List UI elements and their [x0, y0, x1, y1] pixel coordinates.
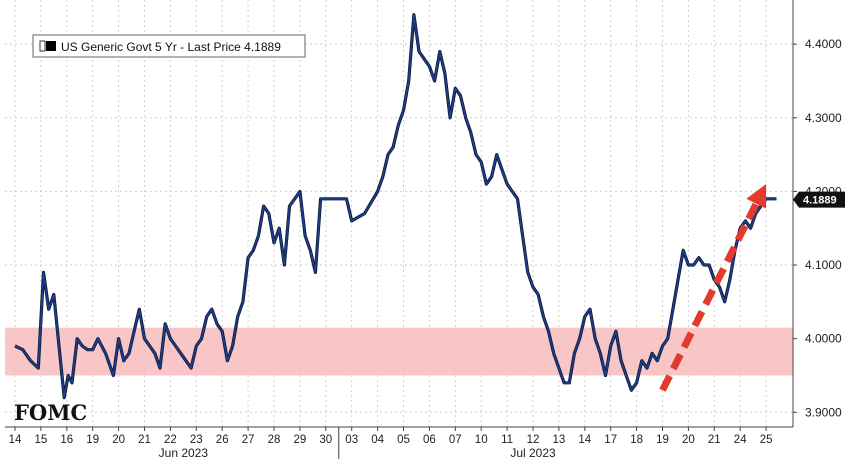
series-line: [14, 13, 777, 399]
x-tick-label: 27: [242, 434, 255, 446]
x-tick-label: 14: [9, 434, 22, 446]
x-tick-label: 21: [708, 434, 721, 446]
x-tick-label: 28: [268, 434, 281, 446]
trend-arrow-head: [746, 184, 767, 209]
x-tick-label: 20: [112, 434, 125, 446]
x-tick-label: 30: [319, 434, 332, 446]
trend-arrow: [659, 184, 767, 392]
x-tick-label: 14: [578, 434, 591, 446]
y-tick-label: 4.4000: [805, 37, 842, 51]
last-price-marker: 4.1889: [793, 191, 845, 208]
x-tick-label: 20: [682, 434, 695, 446]
legend: US Generic Govt 5 Yr - Last Price 4.1889: [32, 34, 306, 58]
last-price-tag: [793, 191, 845, 208]
x-tick-label: 19: [656, 434, 669, 446]
legend-swatch-outline: [39, 40, 46, 52]
x-tick-label: 17: [604, 434, 617, 446]
month-label: Jul 2023: [510, 446, 556, 459]
x-tick-label: 15: [35, 434, 48, 446]
y-tick-label: 3.9000: [805, 405, 842, 419]
x-tick-label: 18: [630, 434, 643, 446]
x-tick-label: 11: [501, 434, 513, 446]
x-tick-label: 06: [423, 434, 436, 446]
y-tick-label: 4.0000: [805, 332, 842, 346]
x-tick-label: 16: [60, 434, 73, 446]
x-tick-label: 24: [734, 434, 747, 446]
x-tick-label: 07: [449, 434, 462, 446]
legend-swatch: [46, 41, 56, 51]
x-tick-label: 12: [527, 434, 540, 446]
month-labels: Jun 2023 Jul 2023: [159, 446, 556, 459]
x-tick-label: 13: [553, 434, 566, 446]
x-tick-label: 05: [397, 434, 410, 446]
x-tick-label: 21: [138, 434, 151, 446]
month-label: Jun 2023: [159, 446, 209, 459]
x-tick-label: 29: [294, 434, 307, 446]
y-tick-label: 4.1000: [805, 258, 842, 272]
x-tick-label: 23: [190, 434, 203, 446]
x-tick-label: 03: [345, 434, 358, 446]
x-tick-label: 25: [760, 434, 773, 446]
trend-arrow-shaft: [659, 202, 760, 392]
legend-box: [32, 34, 306, 58]
axes: [5, 0, 794, 459]
x-tick-label: 10: [475, 434, 488, 446]
x-tick-labels: 14 15 16 19 20 21 22 23 26 27 28 29 30 03 04 05 06 07 10 11…: [9, 427, 773, 446]
y-tick-label: 4.3000: [805, 111, 842, 125]
x-tick-label: 22: [164, 434, 177, 446]
x-tick-label: 19: [86, 434, 99, 446]
x-tick-label: 04: [371, 434, 384, 446]
x-tick-label: 26: [216, 434, 229, 446]
legend-text: US Generic Govt 5 Yr - Last Price 4.1889: [61, 40, 281, 54]
fomc-annotation: FOMC: [14, 400, 87, 425]
last-price-label: 4.1889: [803, 195, 837, 207]
series-lines: [14, 13, 777, 400]
